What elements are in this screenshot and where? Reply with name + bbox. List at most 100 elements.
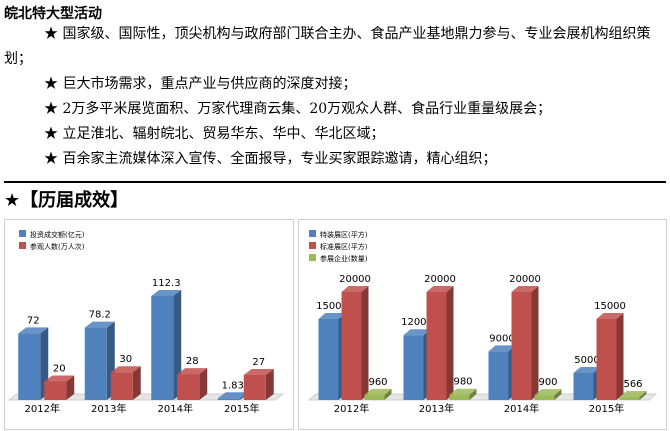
bar-side [173,290,182,400]
page-title: 皖北特大型活动 [4,6,102,22]
bar-side [469,388,477,400]
bar-top [511,286,539,292]
bar-top [318,313,346,319]
data-label: 9000 [489,333,514,344]
bar-front [318,319,339,400]
legend-swatch [19,242,26,249]
bar-front [596,319,617,400]
bar [243,368,274,400]
bar-top [217,392,248,399]
bar-side [265,368,274,400]
bar-top [84,321,115,328]
bar-side [66,375,75,400]
bar-top [341,286,369,292]
bar [449,388,477,400]
bar-top [488,345,516,352]
data-label: 28 [186,356,199,367]
bar-top [18,327,49,334]
bar [364,388,392,400]
bar-top [534,389,562,396]
bar-side [554,389,562,400]
bar-front [619,396,640,400]
bar [110,366,141,400]
data-label: 27 [252,357,265,368]
data-label: 30 [119,354,132,365]
bar-top [596,313,624,319]
bar [619,390,647,400]
data-label: 20000 [339,274,371,285]
category-label: 2014年 [158,402,193,415]
bar [177,368,208,400]
bar-top [177,368,208,375]
bar-front [449,394,470,400]
category-label: 2015年 [589,402,624,415]
section-title: ★【历届成效】 [4,190,129,211]
data-label: 72 [27,315,40,326]
bar-side [132,366,141,400]
bar-front [511,292,532,400]
bar-top [573,367,601,373]
data-label: 15000 [594,301,626,312]
data-label: 15000 [316,301,348,312]
bar [151,290,182,400]
bar-front [151,296,174,400]
bullet-item: ★ 2万多平米展览面积、万家代理商云集、20万观众人群、食品行业重量级展会； [44,101,552,117]
category-label: 2012年 [334,402,369,415]
bar-front [534,395,555,400]
bar [44,375,75,400]
bar-front [84,327,107,400]
legend-label: 标准展区(平方) [320,242,368,251]
data-label: 566 [623,379,642,390]
legend-swatch [309,254,316,261]
chart-investment-visitors-svg: 投资成交额(亿元) 参观人数(万人次) 72 20 2012年 78.2 30 2013年 11… [7,230,285,415]
bar [488,345,516,400]
bar-front [110,372,133,400]
bar-front [364,394,385,400]
bar-side [199,368,208,400]
bar-side [446,286,454,400]
data-label: 20000 [509,274,541,285]
legend-label: 特装展区(平方) [320,230,368,239]
bullet-item: ★ 立足淮北、辐射皖北、贸易华东、华中、华北区域； [44,126,385,142]
bar-top [110,366,141,373]
bar-top [426,286,454,292]
bar-top [44,375,75,382]
legend-label: 参观人数(万人次) [30,242,85,251]
bar [573,367,601,400]
bullet-item: ★ 巨大市场需求，重点产业与供应商的深度对接； [44,76,357,92]
chart-investment-visitors: 投资成交额(亿元) 参观人数(万人次) 72 20 2012年 78.2 30 2013年 11… [4,219,294,430]
data-label: 12000 [401,317,433,328]
bar-top [403,329,431,336]
category-label: 2014年 [504,402,539,415]
bar-front [426,292,447,400]
legend-swatch [309,230,316,237]
bar-front [488,351,509,400]
bar-front [341,292,362,400]
section-divider [4,181,666,183]
chart-exhibition-area-svg: 特装展区(平方) 标准展区(平方) 参展企业(数量) 15000 20000 960 201… [307,230,658,415]
data-label: 78.2 [89,310,111,321]
bullet-list: ★ 国家级、国际性，顶尖机构与政府部门联合主办、食品产业基地鼎力参与、专业会展机… [0,22,668,172]
bar-top [151,290,182,296]
bar [596,313,624,400]
legend-label: 参展企业(数量) [320,254,368,263]
bullet-item: ★ 百余家主流媒体深入宣传、全面报导，专业买家跟踪邀请，精心组织； [44,151,497,167]
data-label: 980 [453,377,472,388]
data-label: 5000 [574,355,599,366]
bar-top [243,368,274,375]
bar [341,286,369,400]
bar [426,286,454,400]
bar-side [384,388,392,400]
chart-exhibition-area: 特装展区(平方) 标准展区(平方) 参展企业(数量) 15000 20000 960 201… [298,219,667,430]
category-label: 2013年 [419,402,454,415]
bar [511,286,539,400]
bar-top [619,390,647,397]
data-label: 112.3 [152,278,181,289]
bar-front [217,398,240,400]
data-label: 20000 [424,274,456,285]
data-label: 960 [368,377,387,388]
bar-side [616,313,624,400]
legend-label: 投资成交额(亿元) [30,230,85,239]
bar [84,321,115,400]
data-label: 20 [53,363,66,374]
